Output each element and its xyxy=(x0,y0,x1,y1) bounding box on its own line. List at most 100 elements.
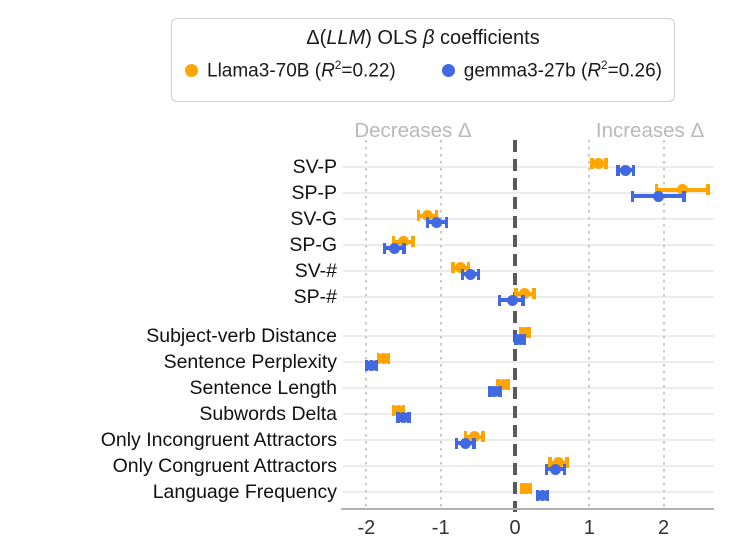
data-point-marker-llama3-70b xyxy=(519,288,531,300)
legend-entry-gemma3-27b: gemma3-27b (R2=0.26) xyxy=(441,59,662,82)
error-bar-cap xyxy=(548,457,552,469)
error-bar-cap xyxy=(565,457,569,469)
error-bar-cap xyxy=(481,431,485,443)
row-line xyxy=(343,361,714,363)
data-point-marker-llama3-70b xyxy=(392,405,404,417)
data-point-marker-gemma3-27b xyxy=(514,333,526,345)
error-bar-cap xyxy=(444,216,449,228)
row-line xyxy=(343,166,714,168)
row-line xyxy=(343,439,714,441)
data-point-marker-gemma3-27b xyxy=(431,216,443,228)
error-bar-cap xyxy=(416,210,421,222)
error-bar-cap xyxy=(472,437,476,449)
data-point-marker-llama3-70b xyxy=(497,379,509,391)
gridline-x--1 xyxy=(439,140,442,509)
row-line xyxy=(343,270,714,272)
error-bar-cap xyxy=(466,262,471,274)
legend-entry-llama3-70b: Llama3-70B (R2=0.22) xyxy=(185,59,396,82)
data-point-marker-llama3-70b xyxy=(421,210,433,222)
error-bar-cap xyxy=(532,288,536,300)
legend-title-part: ) OLS xyxy=(365,27,424,49)
error-bar-cap xyxy=(411,236,415,248)
legend-entry-label: Llama3-70B (R2=0.22) xyxy=(207,59,396,82)
gridline-x-2 xyxy=(662,140,665,509)
data-point-marker-llama3-70b xyxy=(468,431,480,443)
x-tick-label: 0 xyxy=(509,517,521,539)
data-point-marker-gemma3-27b xyxy=(464,268,476,280)
error-bar-cap xyxy=(590,158,594,170)
data-point-marker-gemma3-27b xyxy=(398,411,410,423)
data-point-marker-gemma3-27b xyxy=(389,242,401,254)
data-point-marker-gemma3-27b xyxy=(489,385,501,397)
legend-title: Δ(LLM) OLS β coefficients xyxy=(172,27,674,50)
row-line xyxy=(343,244,714,246)
data-point-marker-gemma3-27b xyxy=(620,164,632,176)
x-tick-label: 1 xyxy=(583,517,595,539)
x-tick-label: 2 xyxy=(658,517,670,539)
data-point-marker-gemma3-27b xyxy=(366,359,378,371)
error-bar-cap xyxy=(521,294,525,306)
x-axis-line xyxy=(341,507,714,510)
x-tick-label: -1 xyxy=(431,517,450,539)
error-bar-cap xyxy=(454,437,459,449)
error-bar-cap xyxy=(604,158,608,170)
data-point-marker-gemma3-27b xyxy=(536,489,548,501)
legend-title-part: β xyxy=(423,27,435,49)
category-label: SP-P xyxy=(291,182,337,204)
category-label: Language Frequency xyxy=(152,481,337,503)
row-line xyxy=(343,413,714,415)
error-bar-cap xyxy=(682,190,686,202)
data-point-marker-llama3-70b xyxy=(520,483,532,495)
error-bar-cap xyxy=(451,262,455,274)
error-bar-cap xyxy=(463,431,468,443)
error-bar-cap xyxy=(476,268,481,280)
data-point-marker-llama3-70b xyxy=(398,236,410,248)
data-point-marker-gemma3-27b xyxy=(652,190,664,202)
gridline-x--2 xyxy=(365,140,368,509)
error-bar-cap xyxy=(562,463,567,475)
error-bar-cap xyxy=(402,242,406,254)
error-bar-cap xyxy=(391,236,396,248)
data-point-marker-gemma3-27b xyxy=(506,294,518,306)
category-label: SV-G xyxy=(290,208,337,230)
category-label: Only Congruent Attractors xyxy=(112,455,337,477)
data-point-marker-gemma3-27b xyxy=(459,437,471,449)
category-label: SP-G xyxy=(289,234,337,256)
data-point-marker-llama3-70b xyxy=(677,184,689,196)
row-line xyxy=(343,218,714,220)
data-point-marker-llama3-70b xyxy=(455,262,467,274)
legend-entries: Llama3-70B (R2=0.22) gemma3-27b (R2=0.26) xyxy=(172,50,674,82)
annotation-decreases: Decreases Δ xyxy=(354,119,472,142)
category-label: Sentence Perplexity xyxy=(163,351,337,373)
data-point-marker-llama3-70b xyxy=(519,327,531,339)
legend: Δ(LLM) OLS β coefficients Llama3-70B (R2… xyxy=(171,18,675,102)
error-bar-cap xyxy=(706,184,710,196)
annotation-increases: Increases Δ xyxy=(595,119,705,142)
error-bar-cap xyxy=(497,294,502,306)
legend-title-part: coefficients xyxy=(434,27,540,49)
data-point-marker-llama3-70b xyxy=(592,158,604,170)
error-bar-cap xyxy=(434,210,439,222)
category-label: Sentence Length xyxy=(189,377,337,399)
data-point-marker-llama3-70b xyxy=(377,353,389,365)
x-tick-label: -2 xyxy=(357,517,376,539)
error-bar-cap xyxy=(654,184,659,196)
data-point-marker-gemma3-27b xyxy=(550,463,562,475)
error-bar-cap xyxy=(382,242,387,254)
row-line xyxy=(343,465,714,467)
category-label: SV-P xyxy=(292,156,337,178)
legend-entry-label: gemma3-27b (R2=0.26) xyxy=(463,59,662,82)
category-label: SP-# xyxy=(293,286,337,308)
gridline-x-1 xyxy=(588,140,591,509)
error-bar-cap xyxy=(425,216,430,228)
error-bar-cap xyxy=(396,411,400,423)
category-label: Only Incongruent Attractors xyxy=(100,429,337,451)
legend-title-part: Δ( xyxy=(306,27,327,49)
row-line xyxy=(343,192,714,194)
legend-dot-icon xyxy=(185,64,198,78)
error-bar-cap xyxy=(631,164,636,176)
category-label: Subject-verb Distance xyxy=(146,325,337,347)
zero-reference-line xyxy=(513,140,517,512)
data-point-marker-llama3-70b xyxy=(552,457,564,469)
